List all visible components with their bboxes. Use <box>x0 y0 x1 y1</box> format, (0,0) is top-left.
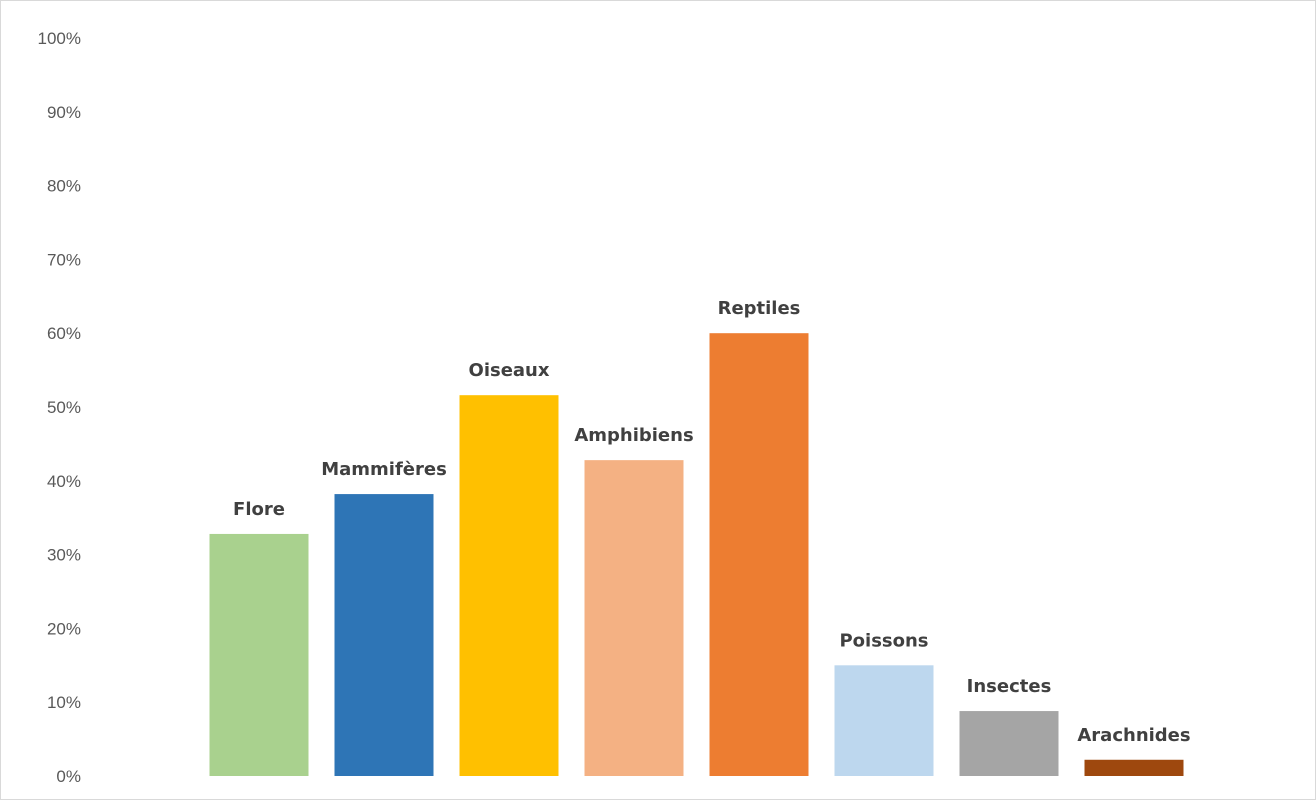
y-tick-label: 90% <box>47 103 81 122</box>
bar-mammiferes <box>334 494 434 776</box>
data-label: Arachnides <box>1077 725 1190 746</box>
bar-reptiles <box>709 333 809 776</box>
data-labels: Flore Mammifères Oiseaux Amphibiens Reptiles… <box>233 298 1191 746</box>
data-label: Flore <box>233 499 285 520</box>
y-tick-label: 40% <box>47 472 81 491</box>
data-label: Reptiles <box>718 298 801 319</box>
y-tick-label: 100% <box>38 29 81 48</box>
bar-arachnides <box>1084 759 1184 776</box>
bar-amphibiens <box>584 460 684 776</box>
y-tick-label: 80% <box>47 177 81 196</box>
data-label: Mammifères <box>321 459 447 480</box>
y-tick-label: 0% <box>56 767 81 786</box>
bars <box>209 333 1184 776</box>
y-tick-label: 10% <box>47 693 81 712</box>
y-tick-label: 60% <box>47 324 81 343</box>
data-label: Amphibiens <box>574 425 693 446</box>
y-tick-label: 50% <box>47 398 81 417</box>
bar-oiseaux <box>459 395 559 776</box>
data-label: Oiseaux <box>469 360 550 381</box>
y-tick-label: 20% <box>47 619 81 638</box>
data-label: Poissons <box>839 630 928 651</box>
y-tick-label: 30% <box>47 546 81 565</box>
bar-insectes <box>959 711 1059 776</box>
y-axis: 0% 10% 20% 30% 40% 50% 60% 70% 80% 90% 100% <box>38 29 81 786</box>
bar-poissons <box>834 665 934 776</box>
data-label: Insectes <box>967 676 1052 697</box>
y-tick-label: 70% <box>47 250 81 269</box>
bar-flore <box>209 533 309 776</box>
